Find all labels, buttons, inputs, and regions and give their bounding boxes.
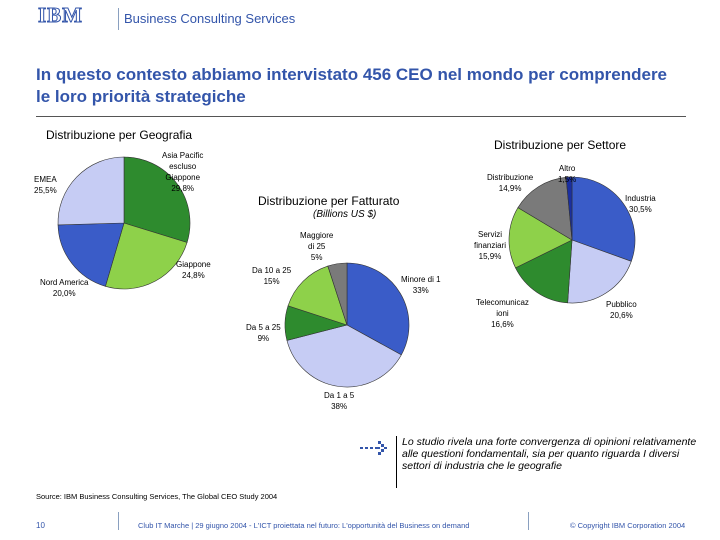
geo-slice-nord-america bbox=[57, 222, 125, 287]
rev-slice-maggiore-di-25 bbox=[327, 262, 348, 326]
ibm-logo: IBM bbox=[38, 4, 83, 26]
rev-slice-minore-di-1 bbox=[346, 262, 410, 356]
sec-fin-label: Servizi finanziari 15,9% bbox=[474, 230, 507, 261]
sec-pub-label: Pubblico 20,6% bbox=[606, 300, 637, 320]
svg-text:IBM: IBM bbox=[38, 4, 83, 26]
sec-slice-distribuzione bbox=[517, 176, 573, 241]
geo-slice-giappone bbox=[105, 222, 188, 290]
sector-pie bbox=[508, 176, 636, 304]
rev-slice-da-10-a-25 bbox=[287, 265, 348, 326]
slide-title: In questo contesto abbiamo intervistato … bbox=[36, 65, 668, 106]
geo-japan-label: Giappone 24,8% bbox=[176, 260, 211, 280]
geo-pie bbox=[57, 156, 191, 290]
footer-event: Club IT Marche | 29 giugno 2004 - L'ICT … bbox=[138, 521, 470, 530]
header-subtitle: Business Consulting Services bbox=[124, 11, 296, 26]
rev-10-25-label: Da 10 a 25 15% bbox=[252, 266, 292, 286]
rev-slice-da-1-a-5 bbox=[286, 324, 402, 388]
sec-slice-altro bbox=[565, 176, 573, 241]
rev-lt1-label: Minore di 1 33% bbox=[401, 275, 441, 295]
sec-distr-label: Distribuzione 14,9% bbox=[487, 173, 534, 193]
rev-5-25-label: Da 5 a 25 9% bbox=[246, 323, 281, 343]
rev-1-5-label: Da 1 a 5 38% bbox=[324, 391, 355, 411]
revenue-pie bbox=[284, 262, 410, 388]
note-divider bbox=[396, 436, 397, 488]
sec-slice-pubblico bbox=[567, 239, 632, 304]
geo-slice-asia-pacific-escluso-giappone bbox=[123, 156, 191, 243]
header-divider bbox=[118, 8, 119, 30]
footer-divider bbox=[118, 512, 119, 530]
page-number: 10 bbox=[36, 521, 45, 530]
geo-emea-label: EMEA 25,5% bbox=[34, 175, 57, 195]
rev-gt25-label: Maggiore di 25 5% bbox=[300, 231, 334, 262]
sec-slice-servizi-finanziari bbox=[508, 207, 573, 269]
geo-chart-title: Distribuzione per Geografia bbox=[46, 128, 193, 142]
sec-ind-label: Industria 30,5% bbox=[625, 194, 656, 214]
revenue-chart-title: Distribuzione per Fatturato bbox=[258, 194, 400, 208]
footer-copyright: © Copyright IBM Corporation 2004 bbox=[570, 521, 686, 530]
sec-slice-telecomunicazioni bbox=[515, 239, 573, 304]
sec-altro-label: Altro 1,5% bbox=[558, 164, 577, 184]
footer-divider bbox=[528, 512, 529, 530]
geo-asia-label: Asia Pacific escluso Giappone 29,8% bbox=[162, 151, 204, 193]
revenue-chart-subtitle: (Billions US $) bbox=[313, 209, 377, 220]
geo-slice-emea bbox=[57, 156, 125, 226]
arrow-right-icon bbox=[360, 441, 387, 455]
sector-chart-title: Distribuzione per Settore bbox=[494, 138, 627, 152]
title-rule bbox=[36, 116, 686, 117]
source-text: Source: IBM Business Consulting Services… bbox=[36, 492, 278, 501]
geo-na-label: Nord America 20,0% bbox=[40, 278, 89, 298]
sec-slice-industria bbox=[571, 176, 636, 262]
summary-note: Lo studio rivela una forte convergenza d… bbox=[402, 436, 697, 472]
sec-tel-label: Telecomunicaz ioni 16,6% bbox=[476, 298, 529, 329]
